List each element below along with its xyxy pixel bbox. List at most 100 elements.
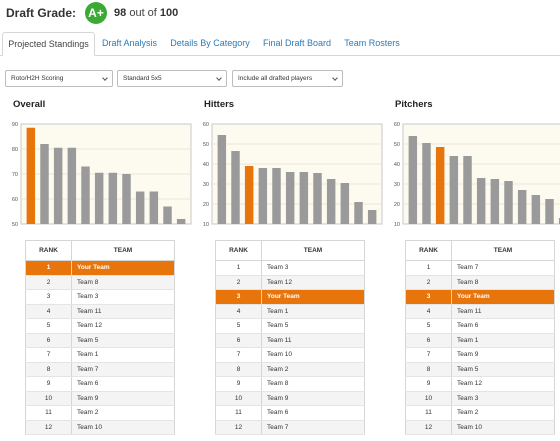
- tab-details-by-category[interactable]: Details By Category: [170, 38, 250, 48]
- grade-score: 98 out of 100: [114, 7, 178, 19]
- y-tick-label: 40: [394, 162, 400, 168]
- team-cell: Team 11: [451, 304, 555, 319]
- draft-grade-label: Draft Grade:: [6, 6, 77, 20]
- chart-pitchers-svg: 10 20 30 40 50 60: [394, 122, 560, 228]
- table-row: 9 Team 12: [405, 376, 555, 392]
- rank-cell: 5: [215, 318, 262, 334]
- rank-cell: 8: [25, 362, 72, 377]
- bar: [176, 219, 186, 224]
- rank-header: RANK: [405, 240, 452, 261]
- grade-score-mid: out of: [129, 7, 157, 19]
- format-select-value: Standard 5x5: [123, 75, 162, 82]
- team-cell: Team 10: [261, 347, 365, 363]
- bar: [422, 143, 431, 224]
- format-select[interactable]: Standard 5x5: [117, 70, 227, 87]
- grade-score-max: 100: [159, 7, 179, 19]
- bar: [149, 191, 159, 224]
- players-select[interactable]: Include all drafted players: [232, 70, 343, 87]
- bar: [122, 174, 131, 224]
- bar: [531, 195, 541, 224]
- team-cell: Your Team: [71, 260, 175, 276]
- bar: [558, 218, 560, 224]
- bar: [504, 181, 513, 224]
- rank-cell: 9: [25, 376, 72, 392]
- table-row: 8 Team 2: [215, 362, 365, 377]
- table-row: 11 Team 6: [215, 405, 365, 421]
- players-select-value: Include all drafted players: [238, 75, 313, 82]
- team-cell: Team 9: [261, 391, 365, 406]
- rank-header: RANK: [25, 240, 72, 261]
- standings-table-overall: RANK TEAM 1 Your Team 2 Team 8 3 Team 3 4 Team …: [25, 240, 175, 435]
- y-tick-label: 90: [12, 122, 18, 128]
- rank-cell: 5: [405, 318, 452, 334]
- y-tick-label: 10: [203, 222, 209, 228]
- team-header: TEAM: [261, 240, 365, 261]
- y-tick-label: 50: [203, 142, 209, 148]
- y-tick-label: 50: [12, 222, 18, 228]
- rank-cell: 4: [215, 304, 262, 319]
- bar: [108, 172, 118, 224]
- bar: [408, 136, 418, 224]
- table-row: 3 Your Team: [215, 289, 365, 305]
- table-row: 4 Team 11: [25, 304, 175, 319]
- table-row: 10 Team 9: [215, 391, 365, 406]
- rank-cell: 1: [405, 260, 452, 276]
- section-title-pitchers: Pitchers: [395, 99, 433, 110]
- rank-cell: 4: [405, 304, 452, 319]
- rank-cell: 3: [215, 289, 262, 305]
- bar: [231, 151, 240, 224]
- rank-cell: 5: [25, 318, 72, 334]
- scoring-select-value: Roto/H2H Scoring: [11, 75, 64, 82]
- section-title-hitters: Hitters: [204, 99, 235, 110]
- bar: [463, 156, 472, 224]
- bar: [367, 210, 377, 224]
- team-cell: Team 8: [71, 275, 175, 290]
- tab-bar: Projected Standings Draft Analysis Detai…: [0, 32, 560, 56]
- table-row: 9 Team 6: [25, 376, 175, 392]
- rank-cell: 8: [215, 362, 262, 377]
- rank-cell: 1: [25, 260, 72, 276]
- table-row: 8 Team 5: [405, 362, 555, 377]
- rank-cell: 1: [215, 260, 262, 276]
- team-cell: Your Team: [261, 289, 365, 305]
- table-row: 7 Team 9: [405, 347, 555, 363]
- table-row: 5 Team 12: [25, 318, 175, 334]
- bar: [326, 179, 336, 224]
- rank-cell: 12: [215, 420, 262, 435]
- standings-table-hitters: RANK TEAM 1 Team 3 2 Team 12 3 Your Team 4 Team…: [215, 240, 365, 435]
- bar: [26, 127, 36, 224]
- table-row: 8 Team 7: [25, 362, 175, 377]
- table-row: 5 Team 5: [215, 318, 365, 334]
- tab-draft-analysis[interactable]: Draft Analysis: [101, 38, 158, 48]
- rank-cell: 6: [405, 333, 452, 348]
- chart-overall: 50 60 70 80 90: [5, 117, 195, 229]
- bar: [449, 156, 459, 224]
- rank-cell: 12: [405, 420, 452, 435]
- tab-final-draft-board[interactable]: Final Draft Board: [262, 38, 332, 48]
- bar: [517, 190, 527, 224]
- bar: [81, 166, 90, 224]
- table-row: 2 Team 8: [405, 275, 555, 290]
- table-row: 4 Team 1: [215, 304, 365, 319]
- team-header: TEAM: [451, 240, 555, 261]
- table-row: 2 Team 8: [25, 275, 175, 290]
- chart-hitters-svg: 10 20 30 40 50 60: [203, 122, 383, 228]
- team-cell: Team 9: [451, 347, 555, 363]
- bar: [340, 183, 350, 224]
- team-cell: Team 8: [451, 275, 555, 290]
- y-tick-label: 80: [12, 147, 18, 153]
- y-tick-label: 30: [203, 182, 209, 188]
- tab-team-rosters[interactable]: Team Rosters: [344, 38, 400, 48]
- rank-cell: 9: [405, 376, 452, 392]
- team-cell: Team 5: [451, 362, 555, 377]
- table-row: 10 Team 3: [405, 391, 555, 406]
- rank-cell: 7: [405, 347, 452, 363]
- team-cell: Team 12: [71, 318, 175, 334]
- table-row: 1 Team 7: [405, 260, 555, 276]
- table-row: 11 Team 2: [25, 405, 175, 421]
- team-cell: Team 2: [71, 405, 175, 421]
- tab-projected-standings[interactable]: Projected Standings: [2, 32, 95, 56]
- scoring-select[interactable]: Roto/H2H Scoring: [5, 70, 113, 87]
- chart-pitchers: 10 20 30 40 50 60: [387, 117, 560, 229]
- team-cell: Team 1: [71, 347, 175, 363]
